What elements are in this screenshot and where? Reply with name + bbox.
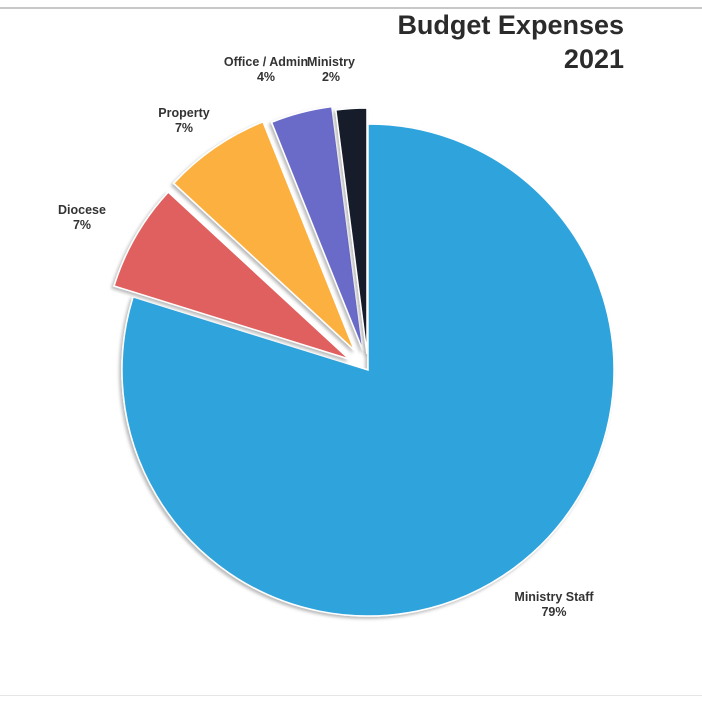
chart-title-line-1: Budget Expenses	[397, 10, 624, 40]
slice-label-name: Property	[158, 106, 209, 120]
slice-label-value: 4%	[257, 70, 275, 84]
slice-label-value: 7%	[175, 121, 193, 135]
pie-slice-property	[172, 120, 356, 351]
slice-label-office-admin: Office / Admin 4%	[224, 55, 308, 84]
pie-slice-ministry	[335, 107, 368, 355]
slice-label-value: 79%	[541, 605, 566, 619]
slice-label-name: Office / Admin	[224, 55, 308, 69]
top-rule	[0, 7, 702, 9]
pie-slice-ministry-staff	[121, 123, 615, 617]
chart-title-line-2: 2021	[563, 44, 624, 74]
slice-label-property: Property 7%	[158, 106, 209, 135]
chart-title: Budget Expenses 2021	[397, 8, 624, 76]
pie-slice-office-admin	[270, 105, 364, 351]
pie-labels: Ministry Staff 79%Diocese 7%Property 7%Offi…	[58, 55, 594, 619]
slice-label-ministry-staff: Ministry Staff 79%	[514, 590, 594, 619]
bottom-rule	[0, 695, 702, 696]
pie-slices	[113, 105, 615, 617]
slice-label-ministry: Ministry 2%	[307, 55, 355, 84]
pie-slice-diocese	[113, 191, 350, 360]
slice-label-value: 7%	[73, 218, 91, 232]
slice-label-name: Ministry Staff	[514, 590, 594, 604]
slice-label-value: 2%	[322, 70, 340, 84]
slice-label-name: Diocese	[58, 203, 106, 217]
slice-label-diocese: Diocese 7%	[58, 203, 106, 232]
slice-label-name: Ministry	[307, 55, 355, 69]
